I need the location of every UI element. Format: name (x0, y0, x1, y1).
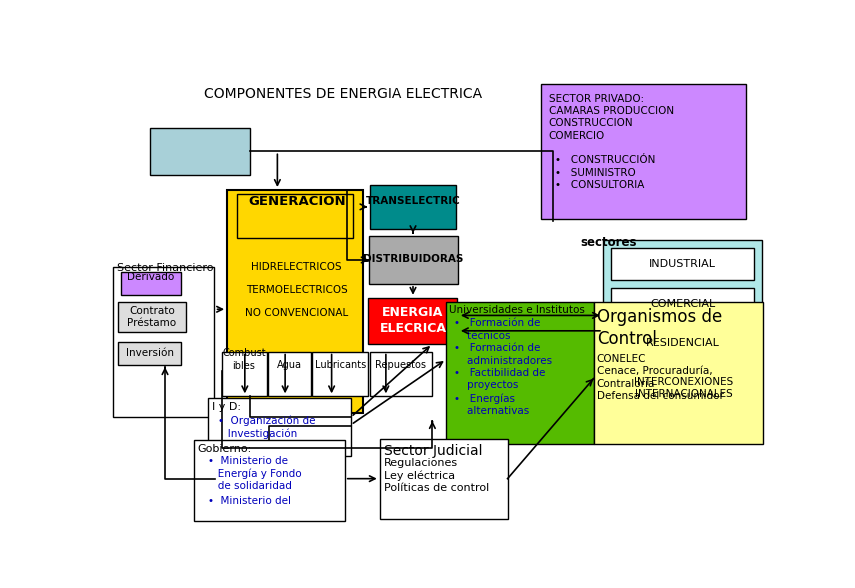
Text: CONELEC
Cenace, Procuraduría,
Contraloría
Defensa del consumidor: CONELEC Cenace, Procuraduría, Contralorí… (597, 354, 723, 401)
Text: I y D:: I y D: (211, 402, 240, 412)
Text: Sector Judicial: Sector Judicial (384, 444, 482, 458)
Text: •  Organización de
   Investigación: • Organización de Investigación (218, 416, 315, 439)
Bar (237, 194, 353, 238)
Text: RESIDENCIAL: RESIDENCIAL (646, 338, 720, 348)
Bar (541, 85, 746, 219)
Text: Agua: Agua (276, 360, 302, 370)
Text: COMERCIAL: COMERCIAL (650, 299, 716, 309)
Bar (610, 288, 754, 320)
Text: •   Formación de
    técnicos
•   Formación de
    administradores
•   Factibili: • Formación de técnicos • Formación de a… (454, 319, 552, 416)
Bar (446, 302, 593, 444)
Text: NO CONVENCIONAL: NO CONVENCIONAL (245, 308, 348, 318)
Bar (208, 398, 351, 456)
Bar (227, 190, 363, 413)
Text: TERMOELECTRICOS: TERMOELECTRICOS (246, 285, 348, 295)
Bar (221, 352, 267, 396)
Bar (369, 236, 458, 284)
Bar (368, 298, 457, 344)
Text: Lubricants: Lubricants (315, 360, 366, 370)
Text: ENERGIA
ELECRICA: ENERGIA ELECRICA (380, 306, 446, 335)
Text: INDUSTRIAL: INDUSTRIAL (649, 259, 716, 269)
Text: Derivado: Derivado (127, 272, 174, 282)
Text: •  Ministerio de
   Energía y Fondo
   de solidaridad: • Ministerio de Energía y Fondo de solid… (208, 456, 301, 491)
Text: Organismos de
Control: Organismos de Control (597, 308, 722, 348)
Bar (121, 272, 181, 295)
Text: TRANSELECTRIC: TRANSELECTRIC (366, 196, 460, 206)
Bar (609, 367, 758, 409)
Text: Repuestos: Repuestos (375, 360, 426, 370)
Bar (380, 439, 508, 519)
Bar (370, 185, 456, 229)
Bar (610, 248, 754, 280)
Text: Contrato
Préstamo: Contrato Préstamo (127, 306, 176, 328)
Bar (593, 302, 763, 444)
Text: Combust
ibles: Combust ibles (222, 348, 266, 370)
Text: Sector Financiero: Sector Financiero (117, 263, 214, 273)
Text: COMPONENTES DE ENERGIA ELECTRICA: COMPONENTES DE ENERGIA ELECTRICA (204, 88, 482, 102)
Bar (194, 440, 345, 521)
Text: Regulaciones
Ley eléctrica
Políticas de control: Regulaciones Ley eléctrica Políticas de … (384, 458, 489, 493)
Text: INTERCONEXIONES
INTERNACIONALES: INTERCONEXIONES INTERNACIONALES (634, 376, 733, 399)
Text: HIDRELECTRICOS: HIDRELECTRICOS (251, 262, 342, 272)
Text: Gobierno:: Gobierno: (198, 444, 252, 454)
Bar (118, 302, 186, 332)
Bar (268, 352, 310, 396)
Bar (369, 352, 432, 396)
Bar (603, 240, 762, 421)
Text: •   CONSTRUCCIÓN
•   SUMINISTRO
•   CONSULTORIA: • CONSTRUCCIÓN • SUMINISTRO • CONSULTORI… (555, 155, 655, 190)
Text: DISTRIBUIDORAS: DISTRIBUIDORAS (363, 254, 463, 264)
Bar (610, 327, 754, 359)
Bar (150, 128, 251, 175)
Text: Universidades e Institutos: Universidades e Institutos (450, 305, 586, 315)
Text: •  Ministerio del: • Ministerio del (208, 496, 291, 506)
Text: SECTOR PRIVADO:
CAMARAS PRODUCCION
CONSTRUCCION
COMERCIO: SECTOR PRIVADO: CAMARAS PRODUCCION CONST… (549, 93, 674, 141)
Text: sectores: sectores (581, 236, 637, 249)
Bar (113, 267, 214, 417)
Text: Inversión: Inversión (126, 348, 174, 358)
Bar (312, 352, 368, 396)
Text: GENERACION: GENERACION (248, 195, 345, 208)
Bar (118, 342, 181, 365)
